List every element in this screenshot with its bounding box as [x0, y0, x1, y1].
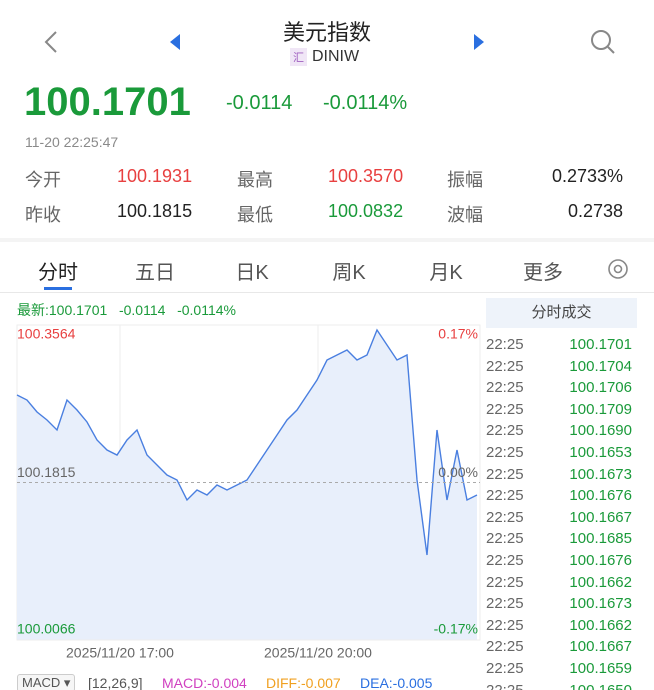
trade-price: 100.1690: [569, 422, 632, 440]
trade-time: 22:25: [486, 573, 524, 591]
tab[interactable]: 分时: [38, 262, 78, 284]
pct-label: 0.00%: [438, 464, 478, 480]
y-label: 100.0066: [17, 621, 76, 637]
tab-underline: [44, 287, 72, 290]
trade-price: 100.1662: [569, 616, 632, 634]
y-label: 100.1815: [17, 464, 76, 480]
search[interactable]: [591, 30, 611, 50]
trade-time: 22:25: [486, 660, 524, 677]
change-pct: -0.0114%: [323, 92, 408, 114]
tab-line: [0, 292, 654, 293]
stat-value: 100.0832: [328, 201, 404, 221]
back[interactable]: [44, 31, 57, 53]
stat-value: 100.3570: [328, 166, 404, 186]
trades-title: 分时成交: [486, 298, 637, 328]
trade-time: 22:25: [486, 444, 524, 461]
stat-label: 振幅: [447, 170, 483, 190]
tab[interactable]: 月K: [429, 262, 463, 284]
divider: [0, 238, 654, 242]
latest-change-pct: -0.0114%: [177, 302, 236, 318]
trade-price: 100.1662: [569, 573, 632, 591]
settings[interactable]: [606, 257, 630, 281]
indicator-params: [12,26,9]: [88, 675, 143, 690]
trade-price: 100.1685: [569, 530, 632, 548]
pct-label: -0.17%: [434, 621, 478, 637]
area: [17, 330, 477, 640]
next[interactable]: [474, 34, 484, 50]
trade-time: 22:25: [486, 487, 524, 505]
trade-time: 22:25: [486, 336, 524, 353]
chart: 100.3564 0.17% 100.1815 0.00% 100.0066 -0.17%…: [16, 324, 481, 661]
trade-time: 22:25: [486, 530, 524, 548]
trade-time: 22:25: [486, 465, 524, 483]
trade-time: 22:25: [486, 682, 524, 690]
trade-price: 100.1706: [569, 379, 632, 397]
time: 11-20 22:25:47: [25, 134, 119, 150]
indicator-name: MACD: [22, 675, 61, 690]
trade-time: 22:25: [486, 638, 524, 656]
x-label: 2025/11/20 20:00: [264, 645, 372, 661]
macd: MACD:-0.004: [162, 675, 247, 690]
pct-label: 0.17%: [438, 326, 478, 342]
stat-value: 100.1931: [117, 166, 193, 186]
stat-label: 波幅: [447, 205, 483, 225]
indicator-select[interactable]: MACD ▾: [17, 674, 76, 690]
stat-label: 今开: [25, 170, 61, 190]
stat-label: 最高: [237, 170, 273, 190]
x-label: 2025/11/20 17:00: [66, 645, 174, 661]
price-line: [16, 328, 478, 556]
stat-value: 100.1815: [117, 201, 193, 221]
trade-price: 100.1659: [569, 660, 632, 677]
y-label: 100.3564: [17, 326, 76, 342]
tab[interactable]: 更多: [523, 262, 563, 284]
tab[interactable]: 五日: [135, 262, 175, 284]
trade-price: 100.1673: [569, 595, 632, 613]
trade-price: 100.1667: [569, 508, 632, 526]
trade-price: 100.1653: [569, 444, 632, 461]
trade-time: 22:25: [486, 379, 524, 397]
tab[interactable]: 周K: [332, 262, 366, 284]
trade-price: 100.1673: [569, 465, 632, 483]
change: -0.0114: [226, 92, 293, 114]
trade-time: 22:25: [486, 552, 524, 569]
price: 100.1701: [24, 80, 191, 124]
trade-time: 22:25: [486, 400, 524, 418]
trade-price: 100.1704: [569, 357, 632, 375]
title: 美元指数: [282, 20, 371, 45]
trade-time: 22:25: [486, 508, 524, 526]
search-handle: [607, 46, 615, 54]
trade-time: 22:25: [486, 595, 524, 613]
prev[interactable]: [170, 34, 180, 50]
exchange-icon: 汇: [290, 48, 307, 66]
trade-price: 100.1676: [569, 552, 632, 569]
diff: DIFF:-0.007: [266, 675, 341, 690]
stat-label: 昨收: [25, 205, 61, 225]
code: DINIW: [312, 48, 360, 65]
trade-price: 100.1676: [569, 487, 632, 505]
trade-price: 100.1667: [569, 638, 632, 656]
chart-info: 最新:100.1701 -0.0114 -0.0114%: [17, 300, 236, 320]
trade-price: 100.1709: [569, 400, 632, 418]
stat-value: 0.2738: [567, 201, 623, 221]
dea: DEA:-0.005: [360, 675, 433, 690]
latest-change: -0.0114: [118, 302, 166, 318]
trade-time: 22:25: [486, 616, 524, 634]
nav-icons: [44, 30, 615, 54]
trade-time: 22:25: [486, 357, 524, 375]
trade-price: 100.1701: [569, 336, 632, 353]
stat-value: 0.2733%: [551, 166, 623, 186]
stat-label: 最低: [237, 205, 273, 225]
tab[interactable]: 日K: [235, 262, 269, 284]
trade-price: 100.1650: [569, 682, 632, 690]
trade-time: 22:25: [486, 422, 524, 440]
latest: 最新:100.1701: [17, 302, 108, 318]
